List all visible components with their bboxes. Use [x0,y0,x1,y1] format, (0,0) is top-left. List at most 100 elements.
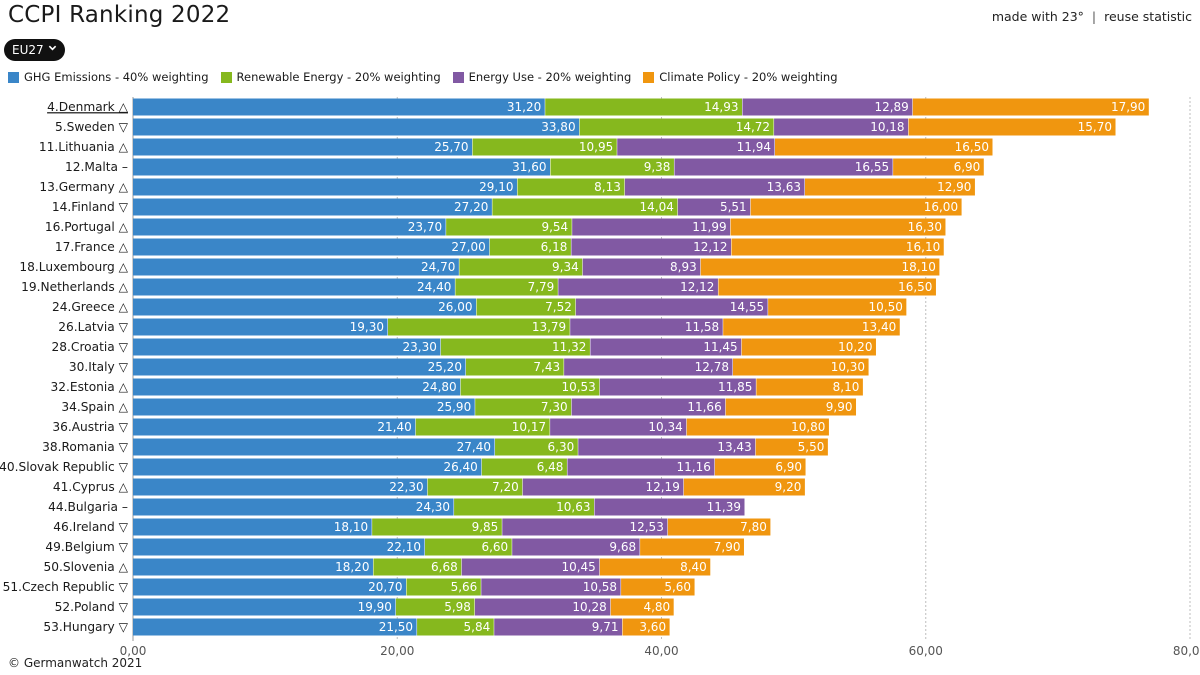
bar-segment [624,178,805,196]
country-label: 49.Belgium ▽ [45,540,128,554]
legend-item-renewable[interactable]: Renewable Energy - 20% weighting [220,70,441,84]
legend-item-climate-policy[interactable]: Climate Policy - 20% weighting [643,70,838,84]
bar-value-label: 25,70 [434,140,468,154]
bar-segment [677,198,751,216]
bar-segment [558,278,718,296]
x-tick-label: 20,00 [380,644,414,658]
bar-value-label: 33,80 [541,120,575,134]
bar-segment [133,418,416,436]
bar-value-label: 11,45 [703,340,737,354]
legend-swatch [8,71,19,83]
bar-value-label: 11,66 [687,400,721,414]
country-label: 40.Slovak Republic ▽ [0,460,129,474]
bar-segment [133,278,455,296]
bar-segment [741,338,876,356]
bar-value-label: 8,40 [680,560,707,574]
bar-value-label: 10,58 [583,580,617,594]
reuse-statistic-link[interactable]: reuse statistic [1104,9,1192,24]
bar-value-label: 7,20 [492,480,519,494]
bar-segment [718,278,936,296]
bar-segment [512,538,640,556]
bar-value-label: 10,95 [579,140,613,154]
bar-segment [774,138,993,156]
country-label: 52.Poland ▽ [55,600,129,614]
bar-segment [617,138,775,156]
bar-segment [133,238,490,256]
bar-segment [372,518,502,536]
bar-segment [474,598,611,616]
bar-value-label: 10,63 [556,500,590,514]
legend-label: GHG Emissions - 40% weighting [24,70,209,84]
bar-value-label: 12,53 [629,520,663,534]
bar-segment [571,398,726,416]
bar-segment [133,198,492,216]
bar-segment [133,178,517,196]
bar-value-label: 11,32 [552,340,586,354]
bar-segment [133,538,425,556]
bar-segment [492,198,678,216]
bar-value-label: 7,79 [528,280,555,294]
country-label: 38.Romania ▽ [42,440,129,454]
bar-segment [774,118,909,136]
country-label: 50.Slovenia △ [44,560,129,574]
bar-value-label: 16,50 [898,280,932,294]
bar-segment [459,258,583,276]
bar-value-label: 7,90 [714,540,741,554]
bar-value-label: 10,18 [870,120,904,134]
bar-segment [133,358,466,376]
bar-segment [893,158,984,176]
legend-item-energy-use[interactable]: Energy Use - 20% weighting [452,70,631,84]
bar-segment [550,418,687,436]
x-tick-label: 0,00 [120,644,147,658]
bar-segment [683,478,805,496]
bar-segment [133,498,454,516]
bar-value-label: 24,30 [416,500,450,514]
bar-value-label: 18,20 [335,560,369,574]
bar-segment [133,258,459,276]
bar-segment [455,278,558,296]
bar-value-label: 11,99 [692,220,726,234]
bar-value-label: 25,90 [437,400,471,414]
bar-value-label: 13,43 [717,440,751,454]
bar-value-label: 5,60 [664,580,691,594]
bar-value-label: 27,40 [457,440,491,454]
bar-segment [133,118,580,136]
bar-segment [133,398,475,416]
bar-segment [133,98,545,116]
bar-segment [599,558,711,576]
region-selector[interactable]: EU27 [4,39,65,61]
bar-value-label: 7,80 [740,520,767,534]
bar-segment [133,438,495,456]
bar-value-label: 13,79 [532,320,566,334]
bar-value-label: 10,17 [512,420,546,434]
made-with-link[interactable]: made with 23° [991,9,1084,24]
bar-value-label: 16,30 [908,220,942,234]
bar-value-label: 5,50 [798,440,825,454]
country-label: 51.Czech Republic ▽ [3,580,129,594]
bar-value-label: 6,48 [537,460,564,474]
bar-value-label: 6,18 [541,240,568,254]
bar-segment [570,318,723,336]
bar-value-label: 9,90 [826,400,853,414]
bar-value-label: 10,28 [572,600,606,614]
x-tick-label: 60,00 [909,644,943,658]
country-label: 4.Denmark △ [47,100,129,114]
bar-segment [133,598,396,616]
bar-segment [460,378,600,396]
bar-segment [640,538,744,556]
bar-segment [768,298,907,316]
bar-segment [667,518,771,536]
bar-value-label: 23,70 [408,220,442,234]
bar-segment [567,458,715,476]
legend-item-ghg[interactable]: GHG Emissions - 40% weighting [8,70,209,84]
bar-value-label: 8,13 [594,180,621,194]
bar-value-label: 10,80 [791,420,825,434]
bar-value-label: 11,94 [737,140,771,154]
bar-segment [373,558,462,576]
bar-segment [481,578,621,596]
bar-value-label: 7,30 [541,400,568,414]
legend-label: Climate Policy - 20% weighting [659,70,838,84]
country-label: 41.Cyprus △ [53,480,129,494]
bar-value-label: 12,90 [937,180,971,194]
bar-value-label: 10,45 [561,560,595,574]
